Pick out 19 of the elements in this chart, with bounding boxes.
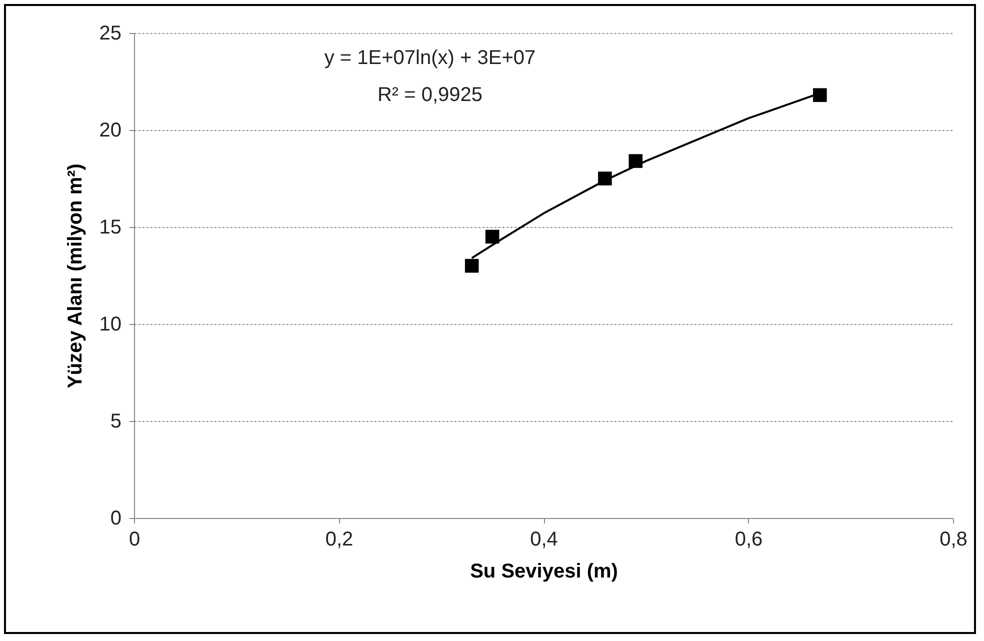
y-tick-label: 15: [99, 216, 122, 238]
x-tick-label: 0,6: [734, 528, 763, 550]
x-tick-label: 0: [128, 528, 140, 550]
x-tick-label: 0,2: [325, 528, 354, 550]
y-tick-label: 20: [99, 120, 122, 142]
y-axis-title: Yüzey Alanı (milyon m²): [64, 164, 86, 388]
annotation: y = 1E+07ln(x) + 3E+07: [324, 47, 536, 69]
y-tick-label: 10: [99, 314, 122, 336]
x-axis-title: Su Seviyesi (m): [470, 560, 618, 582]
y-tick-label: 0: [110, 508, 122, 530]
annotation: R² = 0,9925: [377, 84, 483, 106]
x-tick-label: 0,8: [940, 528, 968, 550]
point: [464, 258, 479, 273]
x-tick-label: 0,4: [530, 528, 558, 550]
y-tick-label: 5: [110, 410, 122, 432]
point: [628, 154, 643, 168]
point: [485, 230, 500, 244]
point: [813, 88, 827, 102]
y-tick-label: 25: [99, 22, 122, 44]
